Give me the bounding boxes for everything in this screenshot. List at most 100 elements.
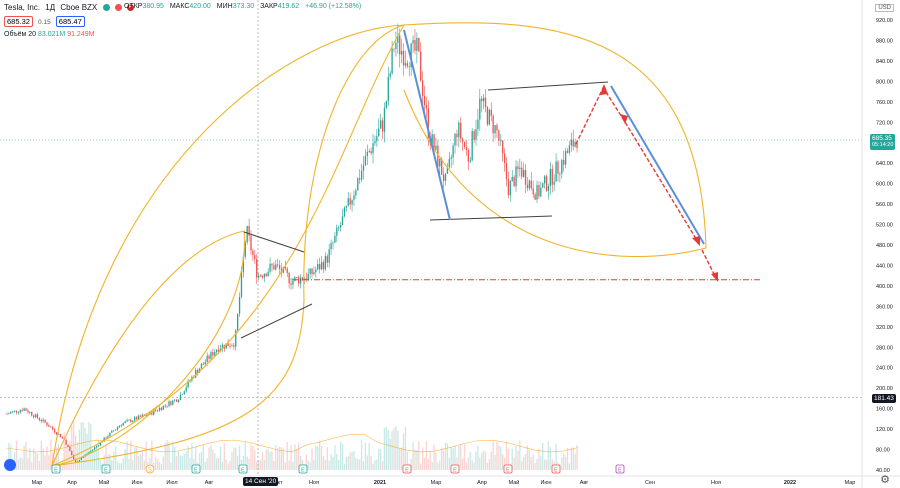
volume-bar [130, 440, 132, 470]
candle-body [313, 272, 315, 275]
volume-bar [433, 444, 435, 470]
price-tick-label: 720.00 [876, 120, 893, 126]
candle-body [88, 452, 90, 454]
volume-bar [174, 447, 176, 470]
candle-body [349, 198, 351, 205]
crosshair-price-tag: 181.43 [872, 394, 896, 403]
candle-body [217, 349, 220, 352]
candle-body [420, 51, 422, 81]
volume-bar [231, 452, 233, 470]
candle-body [177, 400, 180, 402]
candle-body [292, 280, 294, 285]
volume-bar [536, 458, 538, 470]
candle-body [393, 48, 395, 50]
volume-bar [214, 453, 216, 470]
candle-body [360, 170, 363, 180]
price-tick-label: 520.00 [876, 223, 893, 229]
volume-bar [484, 451, 487, 470]
volume-bar [393, 428, 395, 470]
volume-bar [425, 441, 428, 470]
candle-body [97, 445, 100, 447]
volume-bar [362, 461, 365, 470]
volume-bar [532, 454, 534, 470]
bid-button[interactable]: 685.32 [4, 16, 33, 27]
volume-bar [576, 445, 578, 470]
volume-bar [442, 450, 445, 470]
volume-bar [29, 448, 31, 470]
volume-bar [42, 448, 44, 470]
volume-bar [99, 459, 102, 470]
volume-bar [155, 456, 157, 470]
volume-bar [307, 460, 309, 470]
candle-body [404, 63, 407, 66]
price-tick-label: 240.00 [876, 366, 893, 372]
volume-bar [183, 454, 185, 470]
candle-body [135, 417, 138, 420]
currency-label[interactable]: USD [875, 4, 894, 12]
spread-value: 0.15 [38, 19, 51, 26]
volume-bar [17, 459, 20, 470]
volume-bar [574, 453, 576, 470]
volume-bar [488, 459, 491, 470]
volume-bar [193, 458, 195, 470]
volume-bar [374, 460, 376, 470]
candle-body [13, 410, 16, 412]
volume-bar [290, 444, 292, 470]
volume-bar [507, 448, 510, 470]
volume-bar [418, 441, 420, 470]
volume-bar [526, 445, 529, 470]
settings-gear-icon[interactable]: ⚙ [880, 474, 890, 486]
volume-bar [191, 443, 193, 470]
candle-body [80, 458, 82, 460]
volume-bar [120, 463, 123, 470]
candle-body [155, 409, 157, 411]
candle-body [202, 364, 205, 365]
candle-body [92, 449, 94, 451]
ask-button[interactable]: 685.47 [55, 16, 85, 27]
volume-bar [46, 446, 48, 470]
candle-body [559, 173, 561, 175]
candle-body [320, 262, 323, 270]
candle-body [486, 106, 489, 125]
volume-bar [265, 449, 267, 470]
volume-bar [450, 446, 452, 470]
volume-bar [128, 458, 130, 470]
candle-body [433, 134, 435, 150]
candle-body [162, 405, 164, 410]
volume-bar [561, 457, 563, 470]
volume-bar [444, 442, 447, 470]
volume-legend: Объём 20 83.021M 91.249M [4, 31, 95, 38]
volume-bar [198, 453, 201, 470]
symbol-name[interactable]: Tesla, Inc. [4, 3, 41, 12]
volume-bar [385, 426, 388, 470]
volume-bar [431, 461, 433, 470]
volume-bar [315, 445, 317, 470]
projection-down-arrow [692, 236, 700, 246]
candle-body [277, 264, 279, 266]
volume-bar [69, 441, 71, 470]
volume-bar [383, 427, 386, 470]
interval-label[interactable]: 1Д [45, 3, 56, 12]
candle-body [456, 133, 458, 138]
price-tick-label: 400.00 [876, 284, 893, 290]
volume-bar [317, 446, 319, 470]
trendline-upper-left [243, 231, 305, 253]
upcoming-earnings-icon [615, 464, 625, 474]
projection-final-arrow [711, 272, 718, 282]
volume-bar [63, 432, 65, 470]
volume-bar [355, 457, 357, 470]
candle-body [113, 430, 115, 432]
candle-body [339, 224, 342, 228]
volume-bar [137, 455, 140, 470]
candle-body [482, 97, 485, 102]
candle-body [460, 122, 462, 139]
candle-body [36, 414, 39, 418]
event-marker-label: E [301, 468, 305, 474]
candle-body [242, 256, 245, 273]
volume-bar [219, 446, 222, 470]
candle-body [387, 76, 389, 102]
candle-body [566, 150, 569, 153]
candle-body [48, 425, 50, 427]
